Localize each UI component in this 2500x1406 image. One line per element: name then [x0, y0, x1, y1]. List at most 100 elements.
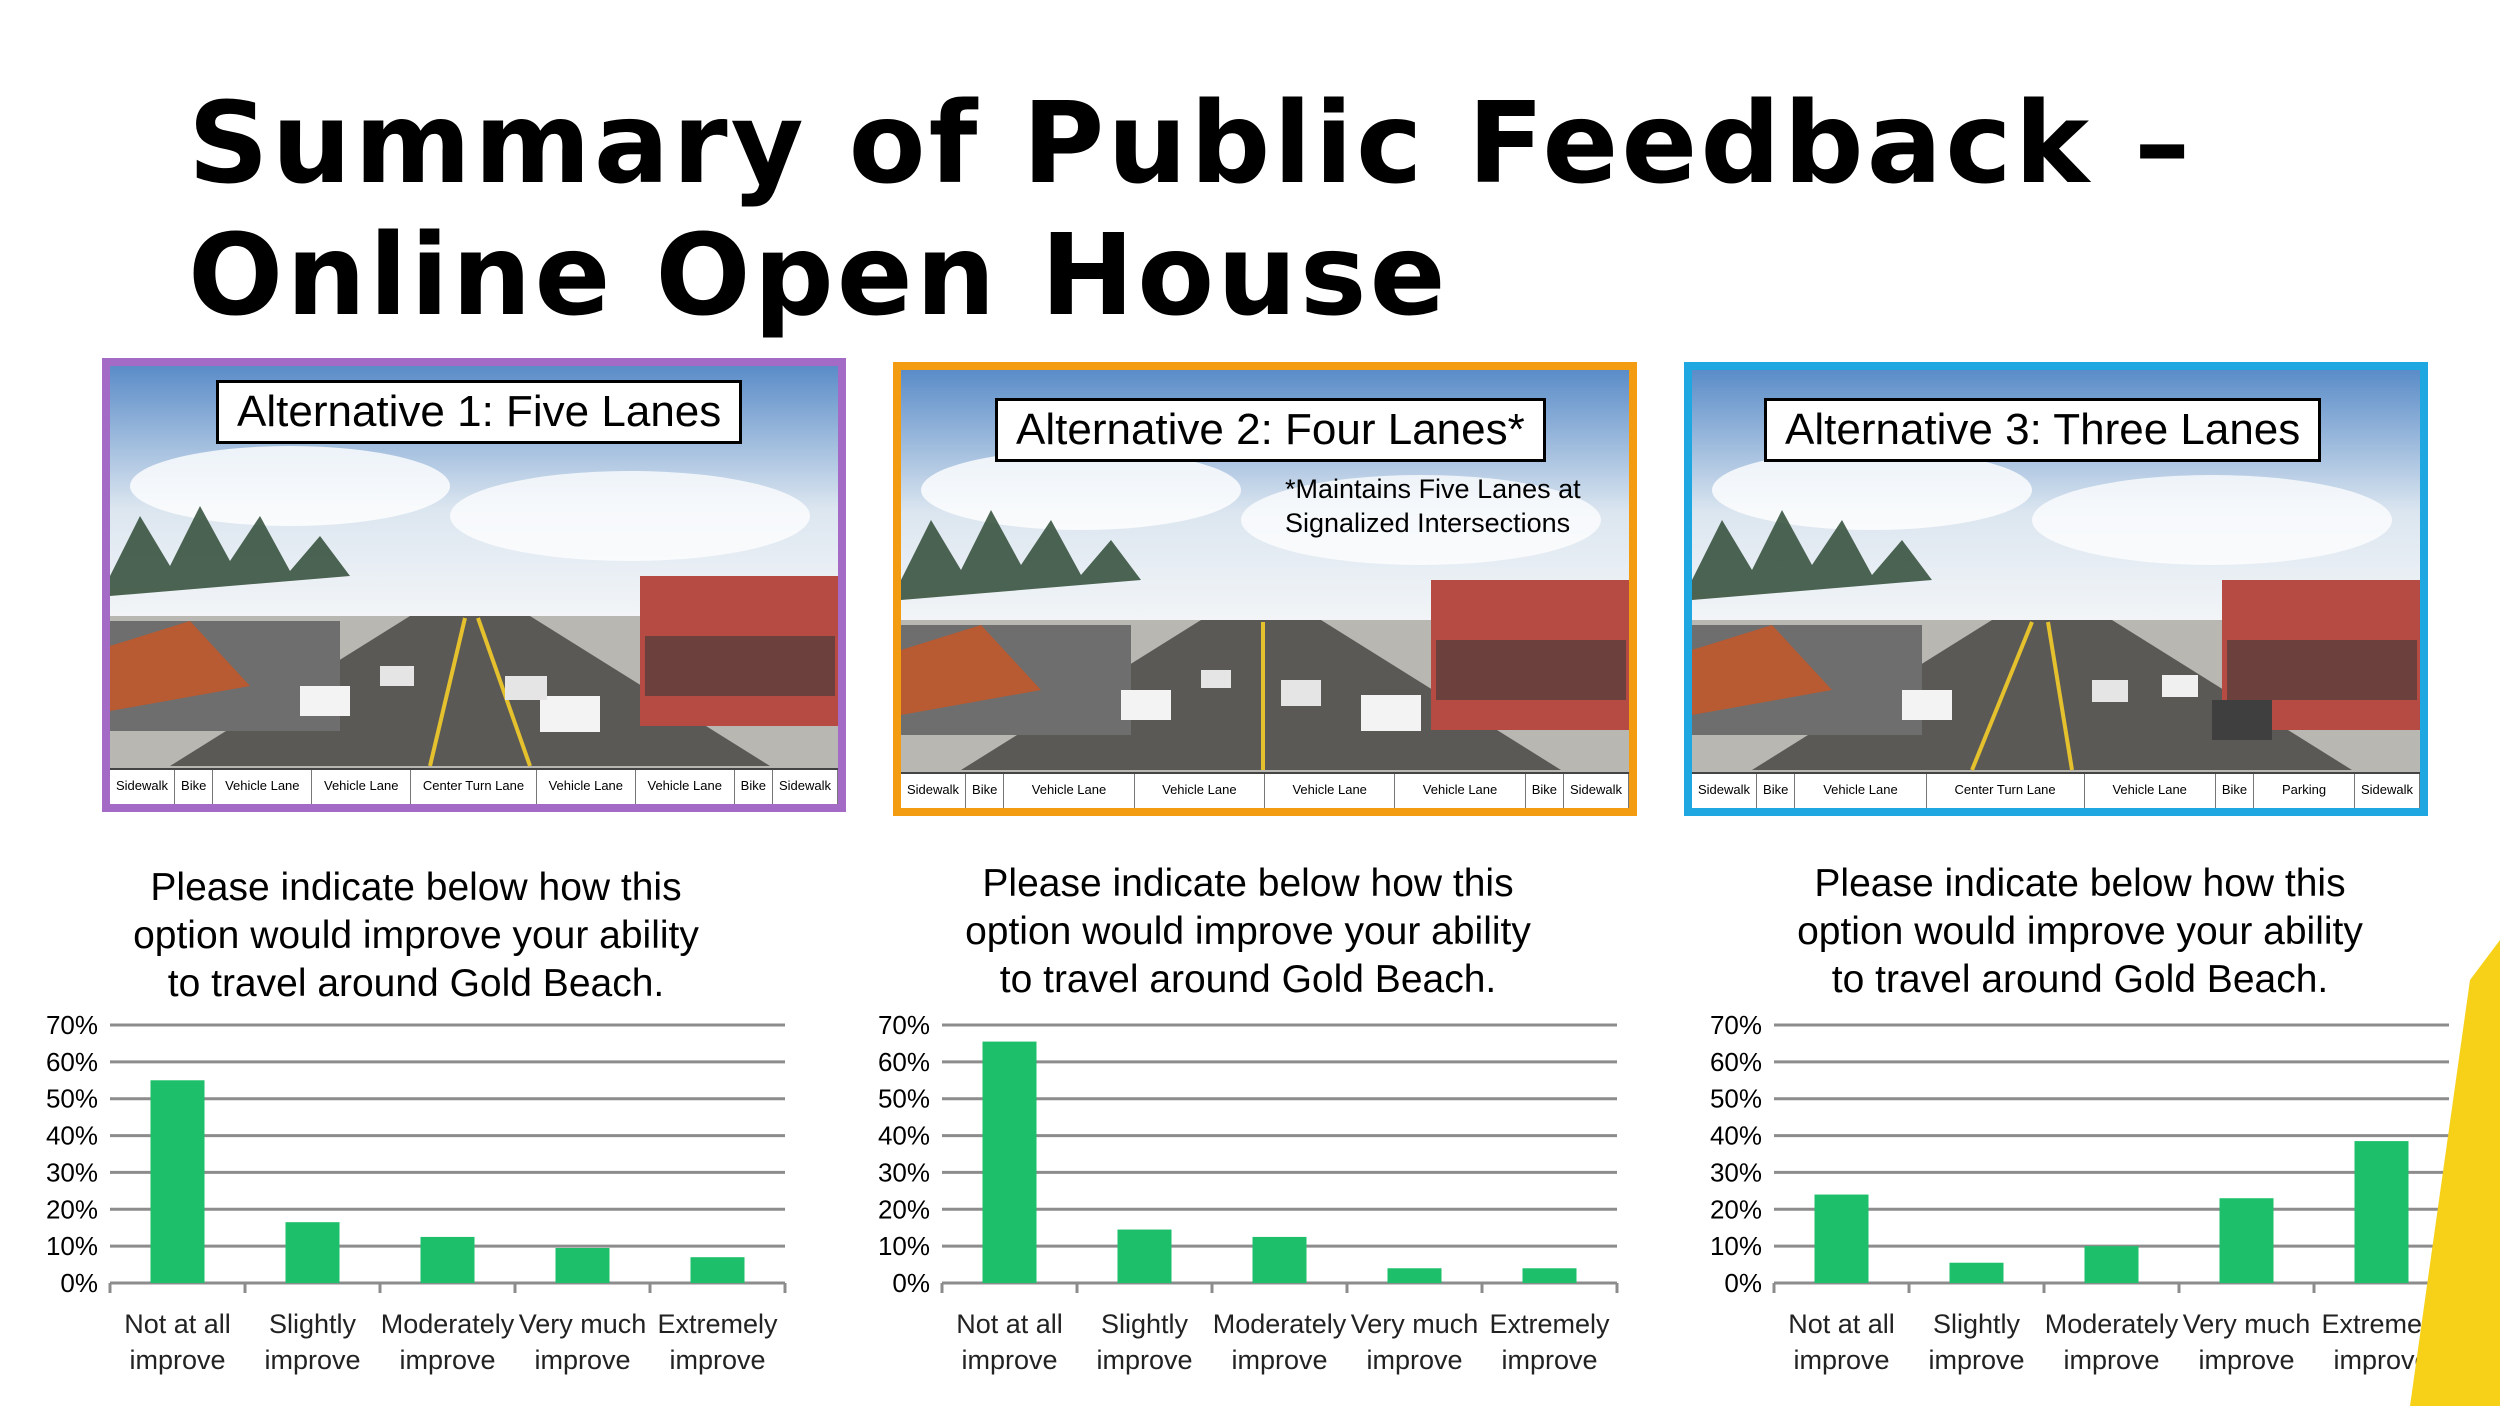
lane-label: Bike: [1757, 774, 1796, 808]
page-title: Summary of Public Feedback – Online Open…: [188, 78, 2388, 342]
lane-label: Bike: [2216, 774, 2255, 808]
lane-label: Bike: [1526, 774, 1564, 808]
x-tick-label: Very much: [1351, 1309, 1479, 1339]
survey-question-line-2: option would improve your ability: [965, 910, 1531, 953]
y-tick-label: 60%: [1710, 1047, 1762, 1077]
lane-label: Sidewalk: [2355, 774, 2420, 808]
lane-diagram: Sidewalk Bike Vehicle Lane Center Turn Lane…: [1692, 772, 2420, 808]
yellow-accent-shape: [2410, 940, 2500, 1406]
lane-label: Vehicle Lane: [1795, 774, 1927, 808]
x-tick-label: improve: [129, 1345, 225, 1375]
survey-question-line-1: Please indicate below how this: [150, 866, 682, 909]
lane-label: Bike: [966, 774, 1005, 808]
x-tick-label: Moderately: [1213, 1309, 1347, 1339]
page-title-line-1: Summary of Public Feedback –: [188, 79, 2194, 209]
lane-label: Sidewalk: [1564, 774, 1629, 808]
x-tick-label: Slightly: [1101, 1309, 1189, 1339]
bar: [1522, 1268, 1577, 1283]
lane-label: Center Turn Lane: [1927, 774, 2085, 808]
lane-label: Sidewalk: [901, 774, 967, 808]
lane-label: Sidewalk: [1692, 774, 1758, 808]
x-tick-label: Extremely: [1489, 1309, 1610, 1339]
y-tick-label: 20%: [46, 1194, 98, 1224]
y-tick-label: 30%: [1710, 1157, 1762, 1187]
survey-question-line-3: to travel around Gold Beach.: [167, 962, 665, 1005]
alternative-3-panel: Alternative 3: Three Lanes Sidewalk Bike V…: [1684, 362, 2428, 816]
survey-question: Please indicate below how this option wo…: [1708, 860, 2452, 1004]
lane-label: Vehicle Lane: [537, 770, 636, 804]
y-tick-label: 10%: [878, 1231, 930, 1261]
alternative-note: *Maintains Five Lanes at Signalized Inte…: [1285, 472, 1581, 540]
y-tick-label: 0%: [1724, 1268, 1762, 1298]
y-tick-label: 20%: [1710, 1194, 1762, 1224]
x-tick-label: improve: [1096, 1345, 1192, 1375]
y-tick-label: 10%: [46, 1231, 98, 1261]
lane-label: Bike: [735, 770, 773, 804]
alternative-label: Alternative 3: Three Lanes: [1764, 398, 2322, 462]
bar-chart-alternative-3: 0% 10% 20% 30% 40% 50% 60% 70% Not at all improve…: [1710, 1010, 2451, 1375]
x-tick-label: improve: [1928, 1345, 2024, 1375]
bar: [285, 1222, 340, 1283]
survey-question-line-3: to travel around Gold Beach.: [1831, 958, 2329, 1001]
bar: [1949, 1262, 2004, 1283]
lane-label: Vehicle Lane: [312, 770, 412, 804]
bar: [1117, 1229, 1172, 1283]
bar: [2084, 1246, 2139, 1283]
lane-label: Vehicle Lane: [1265, 774, 1396, 808]
survey-question-line-3: to travel around Gold Beach.: [999, 958, 1497, 1001]
bar: [150, 1080, 205, 1283]
y-tick-label: 40%: [46, 1121, 98, 1151]
bar: [1252, 1236, 1307, 1283]
lane-label: Vehicle Lane: [213, 770, 313, 804]
x-tick-label: Slightly: [269, 1309, 357, 1339]
bar: [2354, 1141, 2409, 1283]
lane-diagram: Sidewalk Bike Vehicle Lane Vehicle Lane Vehi…: [901, 772, 1629, 808]
lane-label: Vehicle Lane: [1004, 774, 1135, 808]
survey-question: Please indicate below how this option wo…: [876, 860, 1620, 1004]
x-tick-label: Not at all: [124, 1309, 231, 1339]
survey-question-line-2: option would improve your ability: [133, 914, 699, 957]
lane-diagram: Sidewalk Bike Vehicle Lane Vehicle Lane Cent…: [110, 768, 838, 804]
bar-chart-alternative-1: 0% 10% 20% 30% 40% 50% 60% 70% Not at all improve…: [46, 1010, 787, 1375]
bar: [1387, 1268, 1442, 1283]
y-tick-label: 70%: [878, 1010, 930, 1040]
y-tick-label: 30%: [46, 1157, 98, 1187]
y-tick-label: 10%: [1710, 1231, 1762, 1261]
x-tick-label: improve: [1501, 1345, 1597, 1375]
x-tick-label: Very much: [519, 1309, 647, 1339]
y-tick-label: 40%: [878, 1121, 930, 1151]
alternative-note-line-2: Signalized Intersections: [1285, 508, 1571, 538]
page-title-line-2: Online Open House: [188, 211, 1449, 341]
alternative-label: Alternative 2: Four Lanes*: [995, 398, 1546, 462]
bar: [555, 1247, 610, 1283]
x-tick-label: Very much: [2183, 1309, 2311, 1339]
x-tick-label: Slightly: [1933, 1309, 2021, 1339]
y-tick-label: 50%: [878, 1084, 930, 1114]
survey-question-line-1: Please indicate below how this: [982, 862, 1514, 905]
lane-label: Sidewalk: [110, 770, 176, 804]
x-tick-label: improve: [2333, 1345, 2429, 1375]
y-tick-label: 60%: [46, 1047, 98, 1077]
lane-label: Vehicle Lane: [1395, 774, 1526, 808]
alternative-2-panel: Alternative 2: Four Lanes* *Maintains Fi…: [893, 362, 1637, 816]
x-tick-label: improve: [1793, 1345, 1889, 1375]
x-tick-label: Moderately: [381, 1309, 515, 1339]
bar: [420, 1236, 475, 1283]
y-tick-label: 30%: [878, 1157, 930, 1187]
x-tick-label: Not at all: [956, 1309, 1063, 1339]
x-tick-label: improve: [2198, 1345, 2294, 1375]
x-tick-label: Extremely: [657, 1309, 778, 1339]
lane-label: Vehicle Lane: [1135, 774, 1266, 808]
x-tick-label: Not at all: [1788, 1309, 1895, 1339]
street-rendering-image: [901, 370, 1629, 808]
alternative-1-panel: Alternative 1: Five Lanes Sidewalk Bike Ve…: [102, 358, 846, 812]
x-tick-label: improve: [399, 1345, 495, 1375]
x-tick-label: improve: [2063, 1345, 2159, 1375]
x-tick-label: improve: [1366, 1345, 1462, 1375]
lane-label: Parking: [2254, 774, 2355, 808]
y-tick-label: 60%: [878, 1047, 930, 1077]
x-tick-label: improve: [1231, 1345, 1327, 1375]
lane-label: Vehicle Lane: [636, 770, 735, 804]
y-tick-label: 70%: [46, 1010, 98, 1040]
alternative-label: Alternative 1: Five Lanes: [216, 380, 743, 444]
